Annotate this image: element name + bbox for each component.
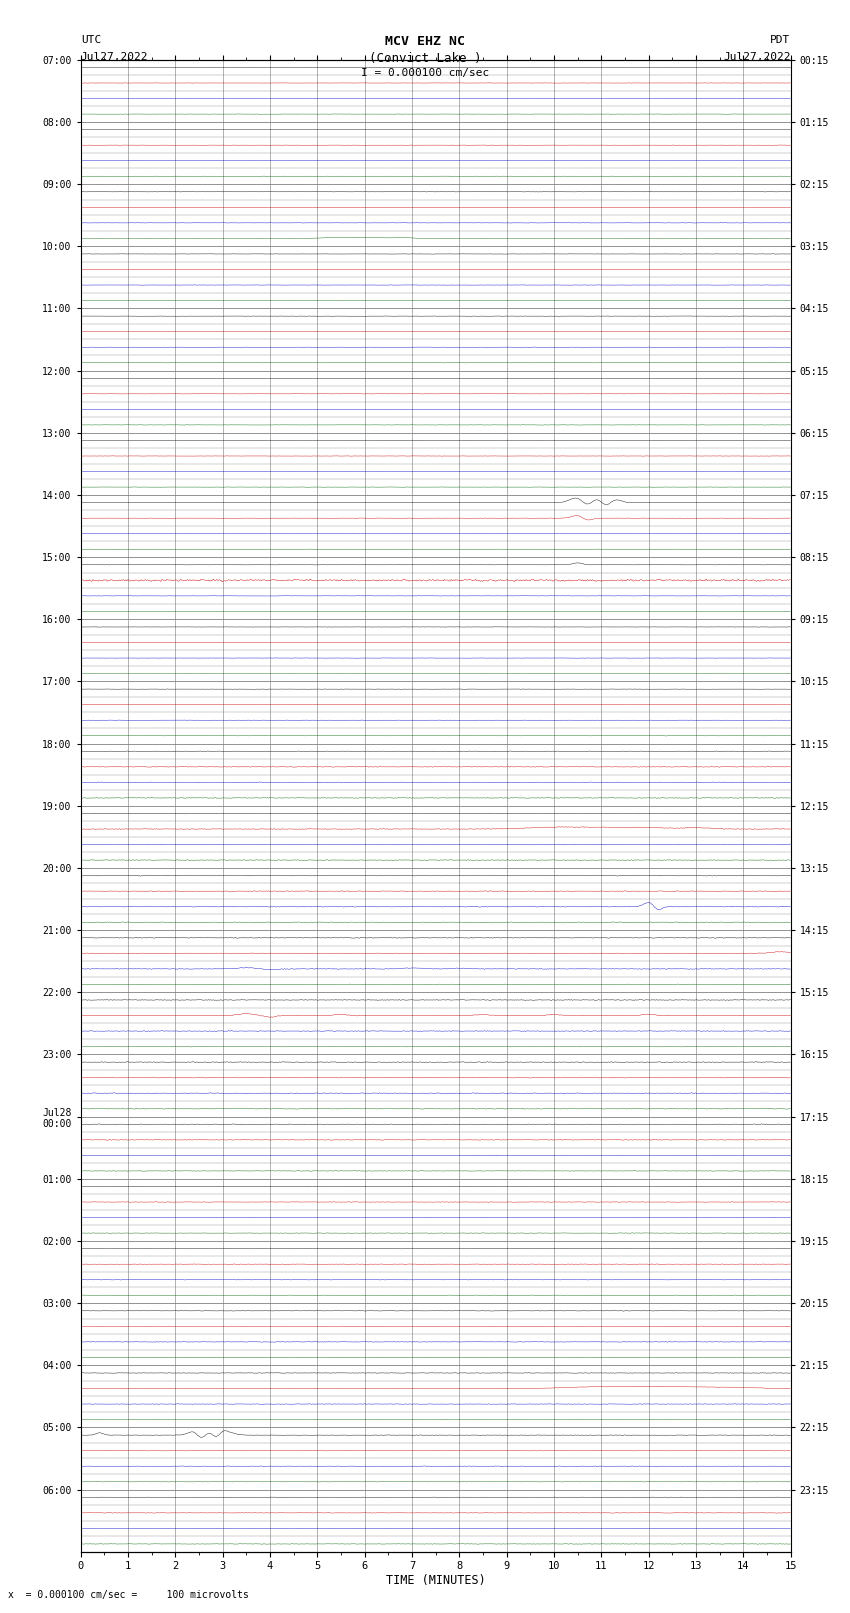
Text: I = 0.000100 cm/sec: I = 0.000100 cm/sec bbox=[361, 68, 489, 77]
Text: (Convict Lake ): (Convict Lake ) bbox=[369, 52, 481, 65]
Text: Jul27,2022: Jul27,2022 bbox=[723, 52, 791, 61]
Text: PDT: PDT bbox=[770, 35, 790, 45]
Text: Jul27,2022: Jul27,2022 bbox=[81, 52, 148, 61]
Text: MCV EHZ NC: MCV EHZ NC bbox=[385, 35, 465, 48]
Text: x  = 0.000100 cm/sec =     100 microvolts: x = 0.000100 cm/sec = 100 microvolts bbox=[8, 1590, 249, 1600]
Text: UTC: UTC bbox=[81, 35, 101, 45]
X-axis label: TIME (MINUTES): TIME (MINUTES) bbox=[386, 1574, 485, 1587]
